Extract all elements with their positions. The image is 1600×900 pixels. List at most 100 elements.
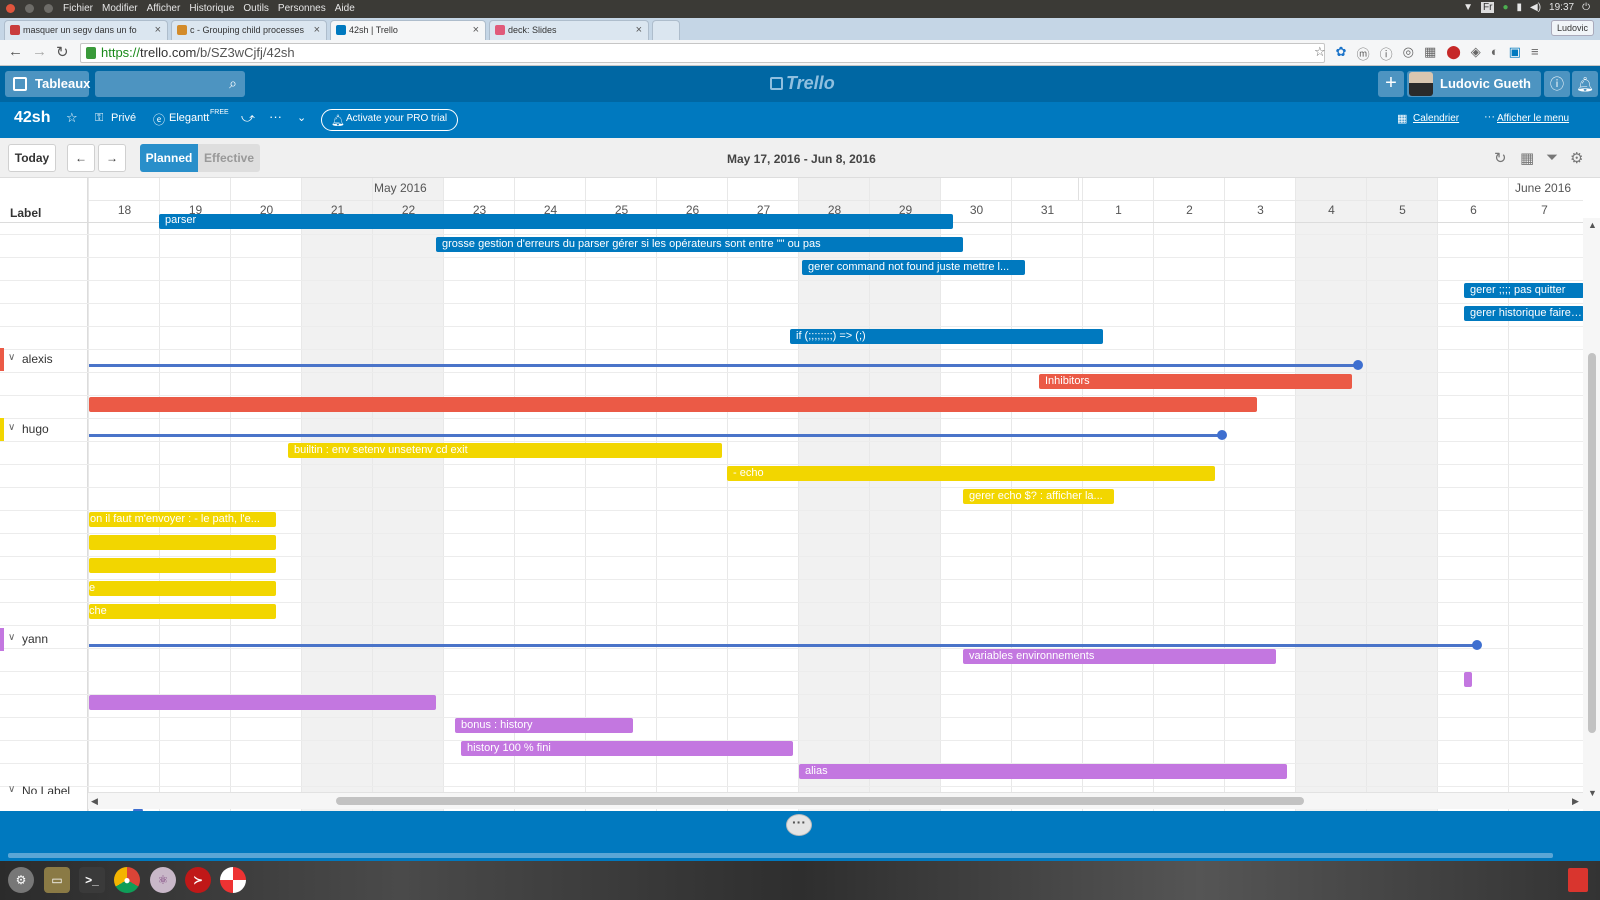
system-settings-icon[interactable]: ⚙: [8, 867, 34, 893]
browser-profile-chip[interactable]: Ludovic: [1550, 20, 1594, 36]
minimize-window-icon[interactable]: [25, 4, 34, 13]
terminal-icon[interactable]: >_: [79, 867, 105, 893]
power-icon[interactable]: ⏻: [1582, 2, 1590, 13]
dropbox-icon[interactable]: ◈: [1470, 44, 1481, 59]
board-horizontal-scrollbar[interactable]: [8, 853, 1553, 858]
keyboard-icon[interactable]: Fr: [1481, 2, 1495, 13]
group-label-hugo[interactable]: ∨ hugo: [0, 418, 87, 441]
extension-grid-icon[interactable]: ▦: [1423, 44, 1437, 59]
task-bar[interactable]: alias: [799, 764, 1287, 779]
files-folder-icon[interactable]: ▭: [44, 867, 70, 893]
chrome-browser-icon[interactable]: ●: [114, 867, 140, 893]
task-bar[interactable]: [89, 397, 1257, 412]
adblock-icon[interactable]: ⬤: [1446, 44, 1461, 59]
bookmark-star-icon[interactable]: ☆: [1314, 44, 1326, 59]
task-bar[interactable]: if (;;;;;;;;) => (;): [790, 329, 1103, 344]
task-bar[interactable]: che: [89, 604, 276, 619]
search-input[interactable]: ⌕: [95, 71, 245, 97]
task-bar[interactable]: gerer command not found juste mettre l..…: [802, 260, 1025, 275]
close-tab-icon[interactable]: ×: [635, 24, 642, 36]
bluetooth-icon[interactable]: ●: [1502, 2, 1509, 13]
browser-tab[interactable]: c - Grouping child processes ×: [171, 20, 327, 40]
close-tab-icon[interactable]: ×: [154, 24, 161, 36]
back-arrow-icon[interactable]: ←: [8, 43, 23, 60]
volume-icon[interactable]: ◀): [1530, 2, 1542, 13]
browser-tab[interactable]: deck: Slides ×: [489, 20, 649, 40]
menu-historique[interactable]: Historique: [189, 3, 235, 14]
task-bar[interactable]: [89, 558, 276, 573]
scroll-up-arrow-icon[interactable]: ▲: [1588, 220, 1597, 230]
effective-toggle[interactable]: Effective: [198, 144, 260, 172]
task-bar[interactable]: [89, 695, 436, 710]
menu-afficher[interactable]: Afficher: [146, 3, 181, 14]
close-tab-icon[interactable]: ×: [313, 24, 320, 36]
vertical-scroll-thumb[interactable]: [1588, 353, 1596, 733]
group-summary-end-handle[interactable]: [1472, 640, 1482, 650]
extension-circle-icon[interactable]: ◎: [1402, 44, 1414, 59]
task-bar[interactable]: gerer historique faire pa: [1464, 306, 1584, 321]
task-bar[interactable]: gerer echo $? : afficher la...: [963, 489, 1114, 504]
battery-icon[interactable]: ▮: [1516, 2, 1523, 13]
pro-trial-button[interactable]: 🔔︎ Activate your PRO trial: [321, 109, 459, 131]
task-bar[interactable]: variables environnements: [963, 649, 1276, 664]
visibility-label[interactable]: Privé: [111, 112, 137, 124]
group-label-no-label[interactable]: ∨ No Label: [0, 784, 87, 794]
calendar-link[interactable]: Calendrier: [1413, 113, 1460, 124]
browser-tab-active[interactable]: 42sh | Trello ×: [330, 20, 486, 40]
chevron-down-icon[interactable]: ∨: [8, 422, 16, 433]
show-menu-link[interactable]: Afficher le menu: [1497, 113, 1570, 124]
task-bar[interactable]: history 100 % fini: [461, 741, 793, 756]
boards-button[interactable]: Tableaux: [5, 71, 90, 97]
filter-icon[interactable]: ⏷: [1546, 149, 1559, 166]
panel-resize-handle[interactable]: ···: [786, 814, 812, 836]
task-bar[interactable]: parser: [159, 214, 953, 229]
settings-gear-icon[interactable]: ⚙: [1570, 150, 1584, 167]
more-options-icon[interactable]: ···: [269, 109, 282, 124]
scroll-down-arrow-icon[interactable]: ▼: [1588, 788, 1597, 798]
board-title[interactable]: 42sh: [14, 109, 51, 126]
trello-logo[interactable]: Trello: [770, 73, 835, 94]
task-bar[interactable]: [89, 535, 276, 550]
share-icon[interactable]: ⤻: [241, 110, 255, 125]
url-input[interactable]: https://trello.com/b/SZ3wCjfj/42sh: [80, 43, 1325, 63]
group-label-yann[interactable]: ∨ yann: [0, 628, 87, 651]
task-bar[interactable]: grosse gestion d'erreurs du parser gérer…: [436, 237, 963, 252]
menu-fichier[interactable]: Fichier: [63, 3, 94, 14]
task-bar[interactable]: on il faut m'envoyer : - le path, l'e...: [89, 512, 276, 527]
clock-text[interactable]: 19:37: [1549, 2, 1575, 13]
previous-period-button[interactable]: ←: [67, 144, 95, 172]
scroll-left-arrow-icon[interactable]: ◀: [91, 796, 98, 806]
wifi-icon[interactable]: ▼: [1463, 2, 1473, 13]
task-bar[interactable]: Inhibitors: [1039, 374, 1352, 389]
menu-outils[interactable]: Outils: [243, 3, 269, 14]
group-summary-end-handle[interactable]: [1217, 430, 1227, 440]
task-bar[interactable]: [1464, 672, 1472, 687]
calendar-icon[interactable]: ▦: [1520, 150, 1535, 167]
browser-menu-icon[interactable]: ≡: [1530, 44, 1539, 59]
horizontal-scroll-thumb[interactable]: [336, 797, 1304, 805]
today-button[interactable]: Today: [8, 144, 56, 172]
group-label-alexis[interactable]: ∨ alexis: [0, 348, 87, 371]
menu-aide[interactable]: Aide: [334, 3, 355, 14]
refresh-icon[interactable]: ↻: [1494, 150, 1507, 167]
horizontal-scrollbar[interactable]: ◀ ▶: [88, 792, 1583, 809]
elegantt-label[interactable]: Elegantt: [169, 112, 210, 124]
chevron-down-icon[interactable]: ⌄: [297, 112, 307, 124]
task-bar[interactable]: gerer ;;;; pas quitter: [1464, 283, 1584, 298]
menu-modifier[interactable]: Modifier: [102, 3, 138, 14]
member-menu-button[interactable]: Ludovic Gueth: [1407, 71, 1541, 97]
extension-m-icon[interactable]: ⓜ: [1356, 47, 1370, 62]
task-bar[interactable]: e: [89, 581, 276, 596]
close-window-icon[interactable]: [6, 4, 15, 13]
next-period-button[interactable]: →: [98, 144, 126, 172]
chevron-down-icon[interactable]: ∨: [8, 352, 16, 363]
browser-tab[interactable]: masquer un segv dans un fo ×: [4, 20, 168, 40]
reload-icon[interactable]: ↻: [56, 44, 69, 61]
chevron-down-icon[interactable]: ∨: [8, 784, 16, 794]
group-summary-end-handle[interactable]: [1353, 360, 1363, 370]
app-disc-icon[interactable]: [220, 867, 246, 893]
trash-icon[interactable]: [1568, 868, 1588, 892]
maximize-window-icon[interactable]: [44, 4, 53, 13]
new-tab-button[interactable]: [652, 20, 680, 40]
trello-extension-icon[interactable]: ▣: [1508, 44, 1521, 59]
